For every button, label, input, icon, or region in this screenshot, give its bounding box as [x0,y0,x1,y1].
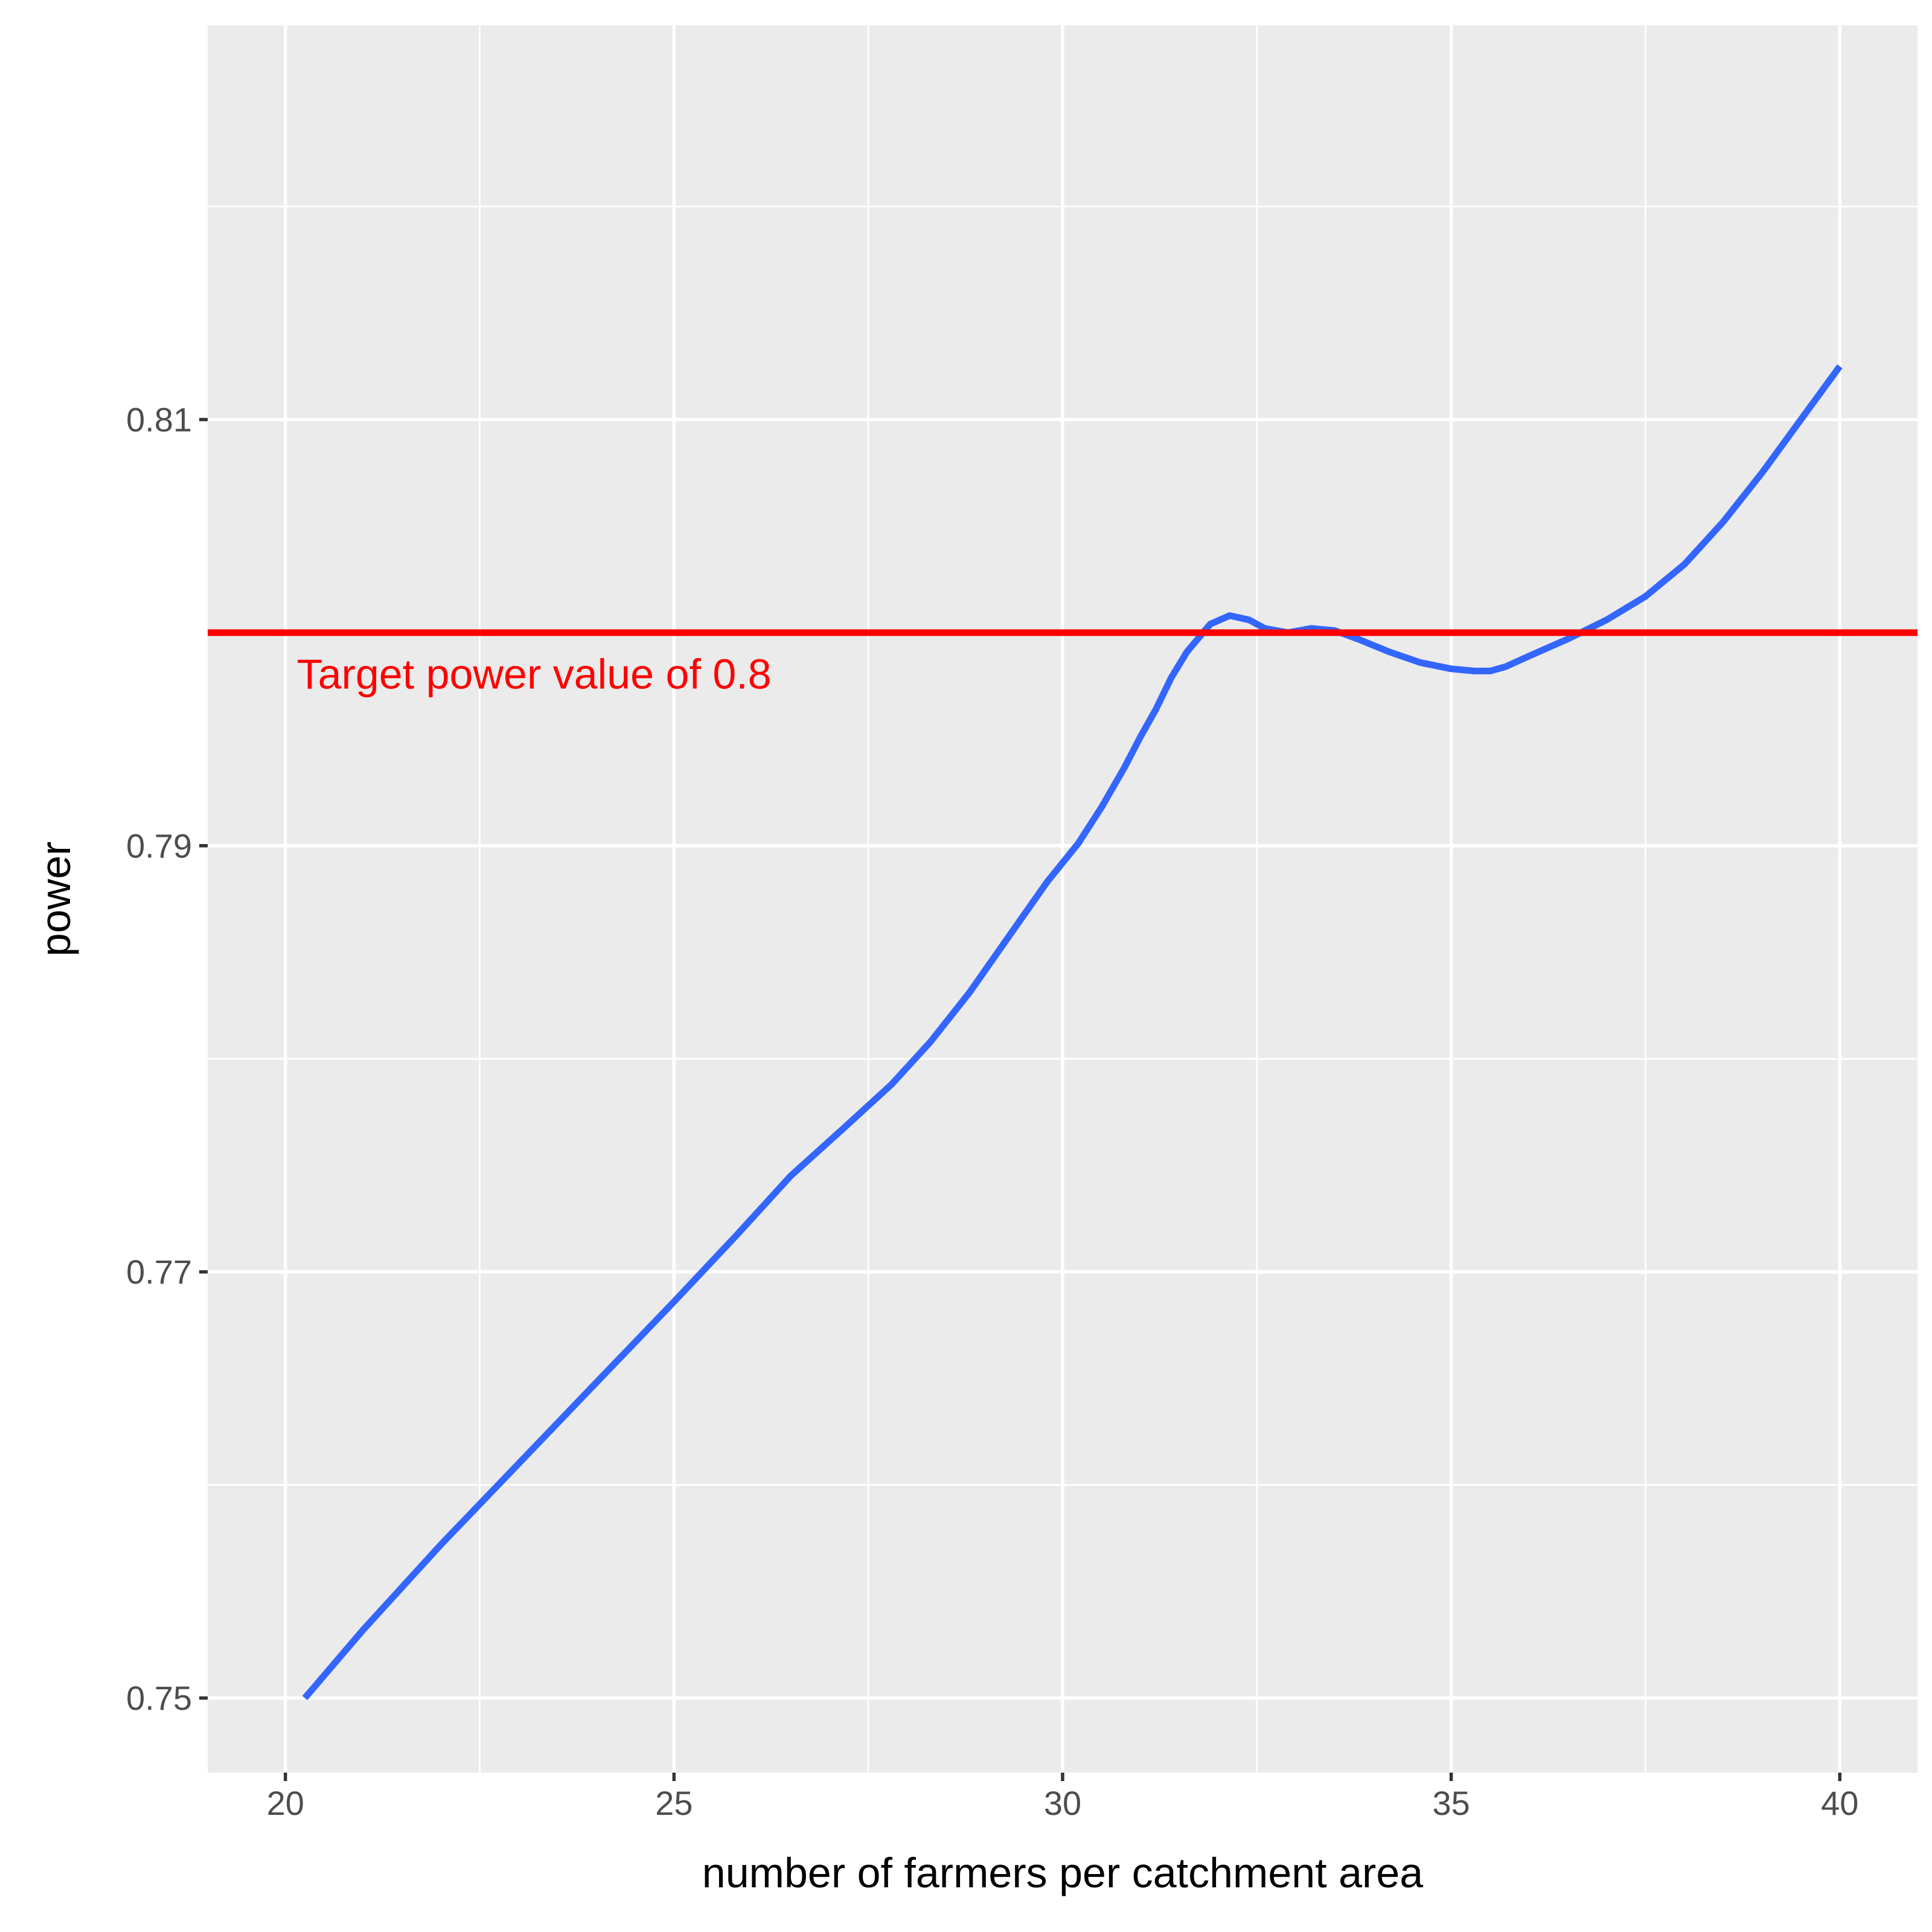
x-tick-label: 30 [1044,1784,1081,1822]
y-tick-label: 0.77 [126,1253,192,1291]
y-tick-label: 0.79 [126,827,192,865]
x-axis: 20 25 30 35 40 [267,1773,1858,1822]
y-tick-label: 0.75 [126,1679,192,1717]
major-gridlines [208,25,1918,1773]
series-layer [302,364,1843,1701]
x-tick-label: 20 [267,1784,304,1822]
reference-layer: Target power value of 0.8 [208,629,1918,697]
reference-line-label: Target power value of 0.8 [297,650,772,697]
y-tick-label: 0.81 [126,400,192,438]
x-tick-label: 35 [1432,1784,1470,1822]
y-axis-title: power [32,842,79,957]
x-axis-title: number of farmers per catchment area [702,1849,1423,1896]
x-tick-label: 25 [655,1784,693,1822]
y-axis: 0.75 0.77 0.79 0.81 [126,400,208,1717]
series-line-1 [302,364,1843,1701]
x-tick-label: 40 [1821,1784,1858,1822]
